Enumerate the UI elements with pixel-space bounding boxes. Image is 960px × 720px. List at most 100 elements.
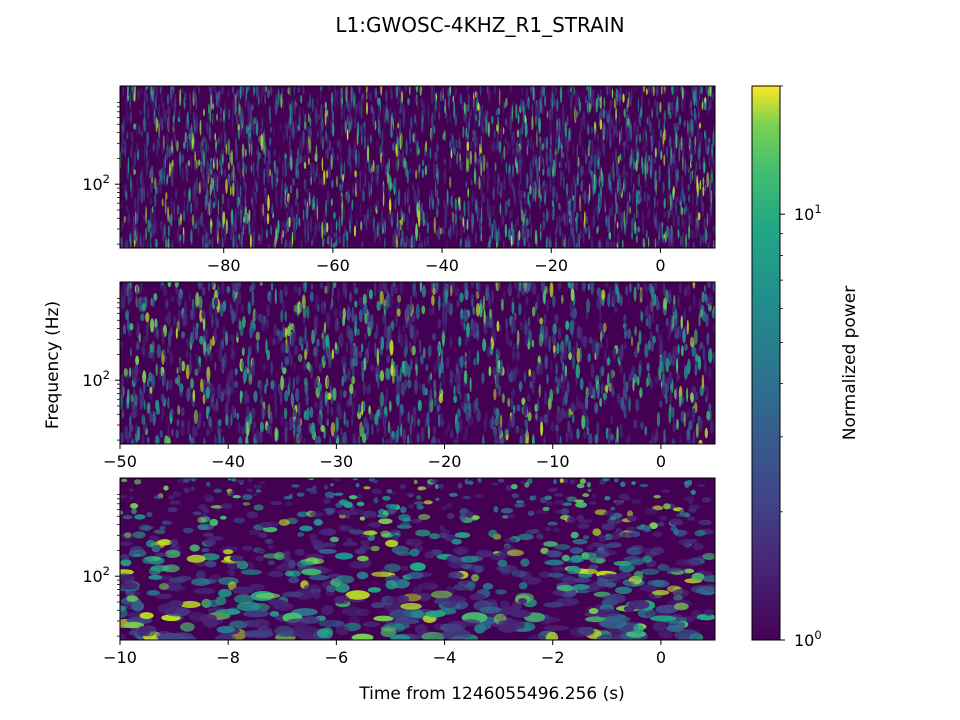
heatmap-cell: [668, 407, 672, 424]
heatmap-cell: [708, 216, 711, 225]
heatmap-cell: [212, 178, 214, 191]
heatmap-cell: [293, 98, 296, 116]
heatmap-cell: [677, 229, 680, 239]
heatmap-cell: [459, 214, 462, 221]
heatmap-cell: [297, 401, 301, 417]
heatmap-cell: [416, 202, 419, 218]
heatmap-cell: [524, 198, 527, 205]
heatmap-cell: [560, 508, 570, 515]
heatmap-cell: [534, 229, 538, 245]
x-tick-label: −40: [211, 452, 245, 471]
heatmap-cell: [286, 210, 289, 221]
heatmap-cell: [567, 236, 570, 248]
heatmap-cell: [379, 231, 381, 244]
heatmap-cell: [242, 610, 269, 618]
heatmap-cell: [678, 115, 682, 125]
heatmap-cell: [407, 434, 410, 444]
heatmap-cell: [316, 162, 318, 180]
heatmap-cell: [149, 196, 153, 206]
heatmap-cell: [270, 282, 274, 292]
heatmap-cell: [442, 370, 446, 386]
heatmap-cell: [395, 380, 399, 395]
heatmap-cell: [665, 394, 668, 404]
heatmap-cell: [403, 157, 406, 169]
heatmap-cell: [500, 125, 503, 142]
heatmap-cell: [255, 555, 264, 562]
heatmap-cell: [183, 96, 186, 109]
heatmap-cell: [486, 177, 489, 194]
heatmap-cell: [663, 86, 666, 93]
heatmap-cell: [397, 98, 400, 106]
heatmap-cell: [706, 171, 709, 188]
heatmap-cell: [590, 235, 593, 243]
heatmap-cell: [176, 204, 180, 215]
heatmap-cell: [653, 282, 658, 292]
heatmap-cell: [711, 143, 714, 158]
heatmap-cell: [510, 412, 515, 428]
heatmap-cell: [139, 400, 143, 411]
heatmap-cell: [290, 148, 293, 158]
heatmap-cell: [397, 122, 399, 129]
heatmap-cell: [224, 233, 226, 243]
heatmap-cell: [446, 189, 449, 206]
heatmap-cell: [133, 168, 136, 175]
heatmap-cell: [710, 166, 713, 173]
heatmap-cell: [654, 376, 659, 385]
heatmap-cell: [607, 215, 611, 234]
heatmap-cell: [170, 212, 173, 227]
heatmap-cell: [409, 147, 413, 154]
heatmap-cell: [343, 160, 346, 179]
heatmap-cell: [211, 313, 214, 328]
heatmap-cell: [204, 194, 207, 211]
heatmap-cell: [707, 242, 710, 248]
heatmap-cell: [239, 184, 242, 198]
heatmap-cell: [206, 481, 211, 488]
heatmap-cell: [655, 323, 659, 333]
heatmap-cell: [341, 208, 344, 227]
heatmap-cell: [603, 196, 606, 211]
heatmap-cell: [687, 167, 690, 174]
heatmap-cell: [463, 402, 468, 414]
heatmap-cell: [166, 345, 171, 354]
heatmap-cell: [234, 105, 238, 113]
heatmap-cell: [269, 126, 273, 133]
heatmap-cell: [300, 343, 304, 351]
heatmap-cell: [643, 282, 647, 291]
heatmap-cell: [390, 364, 394, 377]
heatmap-cell: [511, 182, 514, 191]
heatmap-cell: [529, 136, 533, 150]
heatmap-cell: [654, 216, 657, 229]
heatmap-cell: [145, 139, 148, 153]
heatmap-cell: [523, 311, 526, 324]
heatmap-cell: [440, 347, 444, 357]
heatmap-cell: [480, 117, 483, 131]
heatmap-cell: [466, 581, 476, 591]
heatmap-cell: [690, 153, 693, 162]
heatmap-cell: [258, 429, 263, 444]
heatmap-cell: [483, 418, 488, 433]
heatmap-cell: [690, 109, 693, 117]
panel-bottom-heatmap: [120, 478, 715, 640]
heatmap-cell: [248, 209, 251, 222]
heatmap-cell: [225, 414, 229, 426]
heatmap-cell: [540, 226, 543, 234]
heatmap-cell: [335, 416, 339, 433]
heatmap-cell: [472, 135, 474, 143]
heatmap-cell: [591, 214, 594, 231]
heatmap-cell: [589, 385, 593, 397]
heatmap-cell: [400, 96, 402, 114]
heatmap-cell: [608, 86, 611, 95]
heatmap-cell: [251, 217, 254, 230]
heatmap-cell: [445, 111, 448, 119]
heatmap-cell: [416, 140, 419, 157]
heatmap-cell: [218, 170, 221, 182]
heatmap-cell: [490, 143, 493, 151]
heatmap-cell: [314, 169, 316, 185]
heatmap-cell: [516, 329, 520, 346]
heatmap-cell: [139, 387, 142, 395]
heatmap-cell: [309, 291, 314, 302]
heatmap-cell: [324, 101, 327, 110]
heatmap-cell: [693, 430, 696, 444]
heatmap-cell: [415, 119, 418, 127]
heatmap-cell: [681, 188, 684, 202]
